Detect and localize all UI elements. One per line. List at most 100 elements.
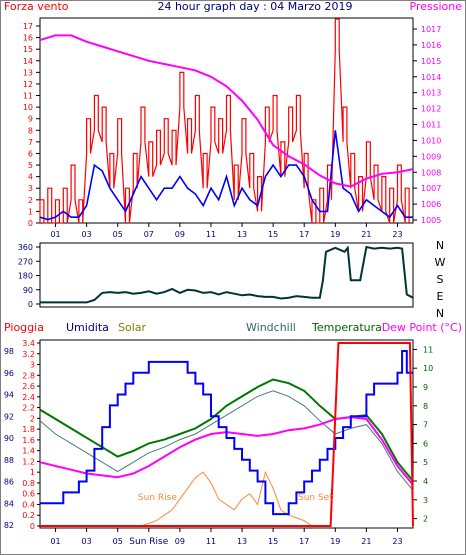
humidity-tick-label: 84: [4, 499, 14, 508]
chart1-left-tick-label: 16: [23, 34, 33, 43]
pioggia-line: [40, 342, 414, 527]
legend-pioggia: Pioggia: [4, 321, 44, 334]
humidity-tick-label: 86: [4, 478, 14, 487]
legend-windchill: Windchill: [246, 321, 296, 334]
pressure-line: [39, 34, 414, 188]
chart1-right-tick-label: 1016: [421, 41, 441, 50]
chart1-right-tick-label: 1017: [421, 25, 441, 34]
wind-direction-line: [40, 245, 414, 304]
chart1-x-tick-label: 01: [50, 230, 60, 239]
chart3-x-tick-label: 15: [268, 537, 278, 546]
rain-tick-label: 2.2: [22, 404, 35, 413]
rain-tick-label: 2: [30, 414, 35, 423]
chart1-right-tick-label: 1009: [421, 152, 441, 161]
pressure-axis-title: Pressione: [410, 0, 463, 13]
rain-tick-label: 0.4: [22, 500, 35, 509]
chart1-left-tick-label: 9: [28, 115, 33, 124]
temperature-tick-label: 8: [423, 402, 428, 411]
chart3-x-tick-label: 03: [82, 537, 92, 546]
chart1-x-tick-label: 07: [144, 230, 154, 239]
rain-tick-label: 3.4: [22, 339, 35, 348]
chart3-x-tick-label: 21: [361, 537, 371, 546]
chart2-y-tick-label: 180: [18, 272, 33, 281]
temperature-tick-label: 6: [423, 439, 428, 448]
chart1-left-tick-label: 0: [28, 219, 33, 228]
chart1-left-tick-label: 5: [28, 161, 33, 170]
sun-rise-annotation: Sun Rise: [138, 493, 177, 503]
rain-tick-label: 0.8: [22, 479, 35, 488]
chart1-left-tick-label: 1: [28, 207, 33, 216]
sun-set-annotation: Sun Set: [298, 493, 333, 503]
temperature-tick-label: 3: [423, 496, 428, 505]
legend-umidita: Umidita: [66, 321, 109, 334]
chart1-left-tick-label: 11: [23, 92, 33, 101]
chart2-plot: [40, 245, 414, 304]
chart1-right-tick-label: 1005: [421, 216, 441, 225]
chart1-plot: [39, 18, 414, 224]
chart1-x-tick-label: 17: [299, 230, 309, 239]
chart1-title: 24 hour graph day : 04 Marzo 2019: [157, 0, 352, 13]
chart3-legend: Pioggia Umidita Solar Windchill Temperat…: [4, 321, 462, 334]
chart1-x-tick-label: 19: [330, 230, 340, 239]
chart1-left-tick-label: 14: [23, 57, 33, 66]
temperature-tick-label: 2: [423, 515, 428, 524]
chart1-left-tick-label: 8: [28, 126, 33, 135]
rain-tick-label: 2.8: [22, 371, 35, 380]
chart1-x-tick-label: 09: [175, 230, 185, 239]
humidity-tick-label: 96: [4, 369, 14, 378]
wind-speed-line: [39, 130, 413, 221]
rain-tick-label: 1.8: [22, 425, 35, 434]
rain-tick-label: 2.4: [22, 393, 35, 402]
chart1-right-tick-label: 1007: [421, 184, 441, 193]
chart3-axes: 82848688909294969800.20.40.60.811.21.41.…: [4, 339, 433, 547]
chart1-left-tick-label: 3: [28, 184, 33, 193]
chart1-right-tick-label: 1011: [421, 121, 441, 130]
chart3-x-tick-label: 19: [330, 537, 340, 546]
chart2-y-tick-label: 360: [18, 243, 33, 252]
chart3-x-tick-label: 17: [299, 537, 309, 546]
rain-tick-label: 0.2: [22, 511, 35, 520]
chart1-right-tick-label: 1015: [421, 57, 441, 66]
rain-tick-label: 1.2: [22, 457, 35, 466]
chart1-right-tick-label: 1012: [421, 105, 441, 114]
chart1-right-tick-label: 1006: [421, 200, 441, 209]
compass-direction-label: E: [437, 290, 444, 303]
humidity-tick-label: 92: [4, 412, 14, 421]
temperature-tick-label: 5: [423, 458, 428, 467]
chart1-x-tick-label: 03: [82, 230, 92, 239]
rain-tick-label: 2.6: [22, 382, 35, 391]
rain-tick-label: 1.4: [22, 447, 35, 456]
chart1-x-tick-label: 15: [268, 230, 278, 239]
chart3-x-tick-label: 13: [237, 537, 247, 546]
legend-dewpoint: Dew Point (°C): [382, 321, 462, 334]
chart1-left-tick-label: 15: [23, 45, 33, 54]
chart1-x-tick-label: 05: [113, 230, 123, 239]
chart1-left-tick-label: 10: [23, 103, 33, 112]
chart1-left-tick-label: 7: [28, 138, 33, 147]
rain-tick-label: 3.2: [22, 350, 35, 359]
chart1-right-tick-label: 1008: [421, 168, 441, 177]
chart3-x-tick-label: 09: [175, 537, 185, 546]
compass-direction-label: N: [436, 239, 444, 252]
rain-tick-label: 0: [30, 522, 35, 531]
humidity-tick-label: 94: [4, 391, 14, 400]
windchill-line: [39, 390, 414, 491]
legend-solar: Solar: [118, 321, 147, 334]
chart1-left-tick-label: 6: [28, 149, 33, 158]
umidita-line: [40, 350, 413, 516]
temperature-tick-label: 11: [423, 345, 433, 354]
chart1-right-tick-label: 1013: [421, 89, 441, 98]
chart1-right-tick-label: 1014: [421, 73, 441, 82]
legend-temperatura: Temperatura: [311, 321, 382, 334]
chart2-y-tick-label: 90: [23, 286, 33, 295]
wind-axis-title: Forza vento: [4, 0, 69, 13]
chart1-left-tick-label: 12: [23, 80, 33, 89]
humidity-tick-label: 98: [4, 347, 14, 356]
rain-tick-label: 1.6: [22, 436, 35, 445]
compass-direction-label: N: [436, 307, 444, 320]
chart1-left-tick-label: 13: [23, 68, 33, 77]
chart1-left-tick-label: 2: [28, 196, 33, 205]
humidity-tick-label: 88: [4, 456, 14, 465]
